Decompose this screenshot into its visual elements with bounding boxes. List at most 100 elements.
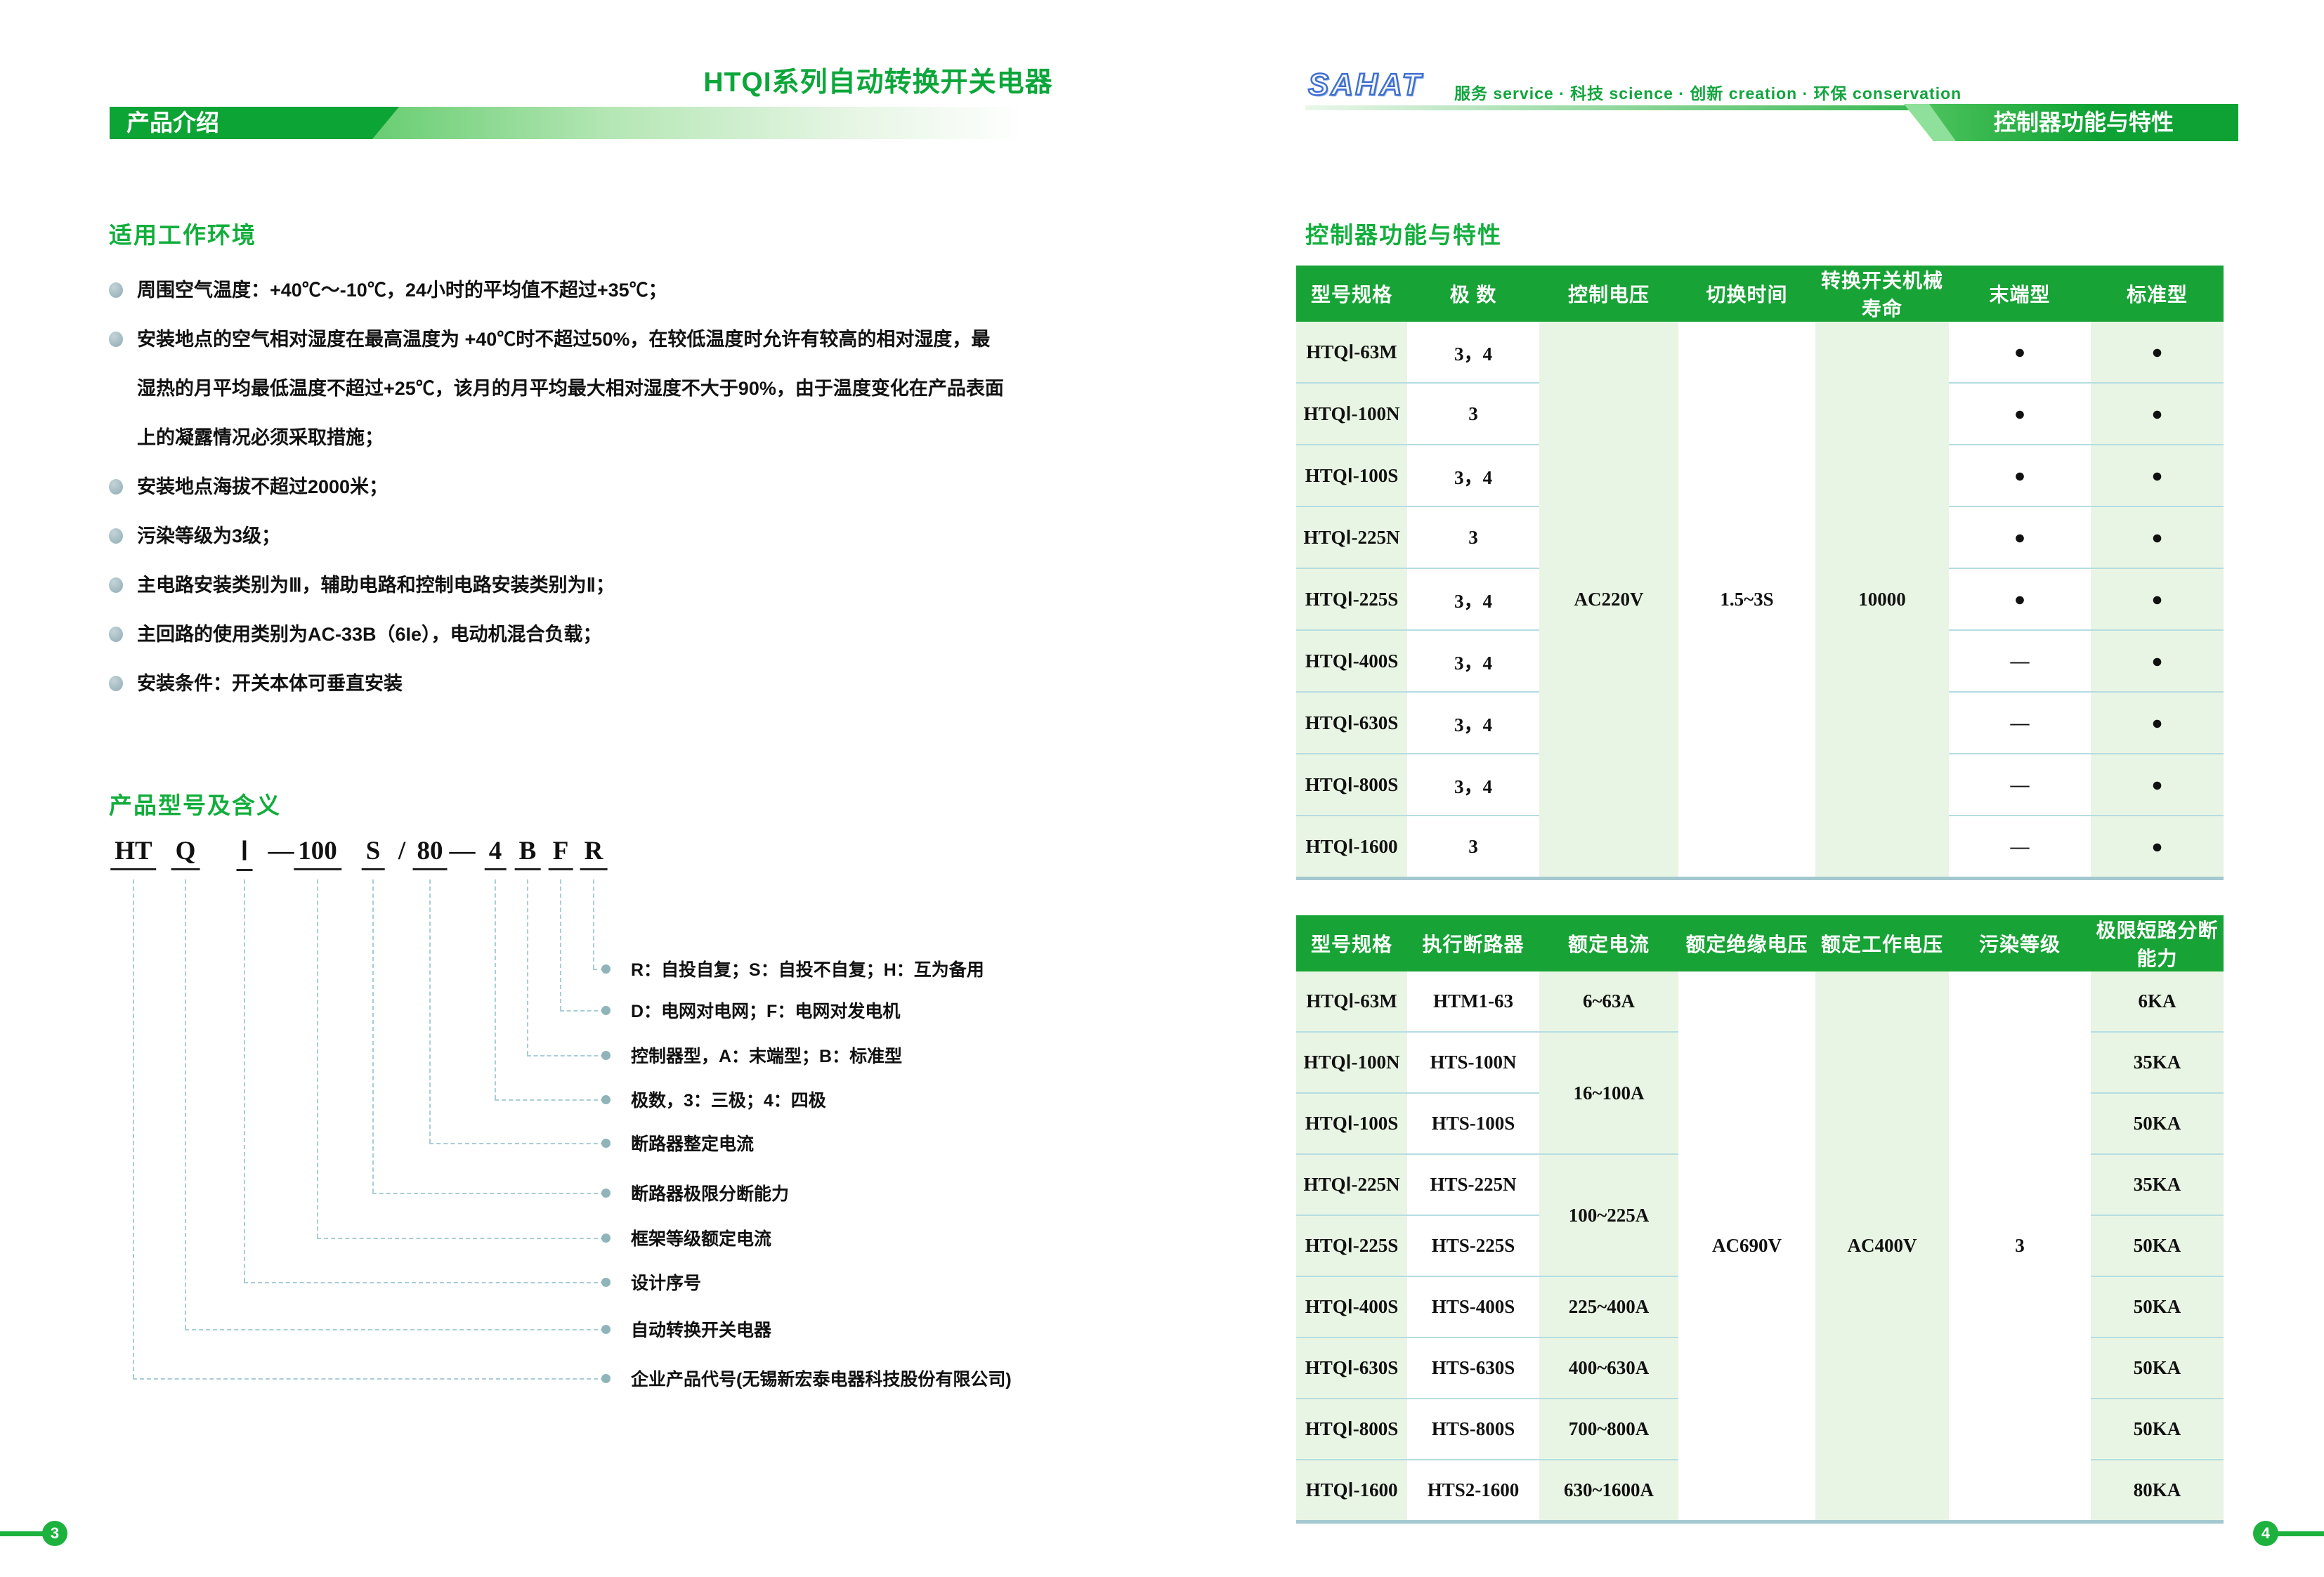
model-part-label: 断路器极限分断能力 (631, 1184, 790, 1204)
header-rule (1305, 105, 1929, 110)
model-cell: HTQⅠ-800S (1296, 1398, 1407, 1460)
table-row: HTQⅠ-225S 3，4 ● ● (1296, 568, 2224, 630)
column-header: 型号规格 (1296, 266, 1407, 322)
footer-line-left (0, 1531, 44, 1536)
table-row: HTQⅠ-630S 3，4 — ● (1296, 691, 2224, 754)
rated-current-cell: 630~1600A (1539, 1459, 1678, 1522)
bullet-text: 主电路安装类别为Ⅲ，辅助电路和控制电路安装类别为Ⅱ； (137, 575, 615, 596)
model-part: HT (110, 836, 157, 870)
poles-cell: 3，4 (1407, 753, 1539, 816)
breaker-cell: HTS-630S (1407, 1337, 1539, 1399)
model-part-label: R：自投自复；S：自投不自复；H：互为备用 (631, 960, 984, 980)
model-code-diagram: HT Q Ⅰ —100 S/80—4 B F R R：自投自复；S：自投不自复；H：互为备用 D：… (110, 836, 1012, 1389)
model-part-label: 企业产品代号(无锡新宏泰电器科技股份有限公司) (631, 1370, 1012, 1389)
breaking-capacity-cell: 80KA (2091, 1459, 2224, 1522)
model-part-label: D：电网对电网；F：电网对发电机 (631, 1002, 901, 1021)
env-bullet: 安装条件：开关本体可垂直安装 (109, 659, 1106, 708)
model-cell: HTQⅠ-225N (1296, 506, 1407, 568)
connector-dot-icon (601, 1234, 611, 1243)
bullet-dot-icon (109, 627, 123, 642)
table-row: HTQⅠ-400S HTS-400S 225~400A 50KA (1296, 1276, 2224, 1337)
poles-cell: 3，4 (1407, 691, 1539, 754)
model-cell: HTQⅠ-225S (1296, 568, 1407, 630)
table-row: HTQⅠ-63M 3，4 AC220V 1.5~3S 10000 ● ● (1296, 322, 2224, 879)
bullet-text: 安装地点的空气相对湿度在最高温度为 +40℃时不超过50%，在较低温度时允许有较… (137, 329, 1004, 448)
connector-vline (527, 879, 528, 1055)
model-cell: HTQⅠ-63M (1296, 322, 1407, 383)
bullet-dot-icon (109, 332, 123, 347)
table-row: HTQⅠ-100N 3 ● ● (1296, 382, 2224, 445)
table-body: HTQⅠ-63M HTM1-63 6~63A AC690V AC400V 3 6KA HTQⅠ… (1296, 971, 2224, 1522)
bullet-text: 安装条件：开关本体可垂直安装 (137, 673, 403, 694)
breaking-capacity-cell: 50KA (2091, 1215, 2224, 1276)
table-row: HTQⅠ-225N 3 ● ● (1296, 506, 2224, 568)
terminal-type-cell: ● (1949, 568, 2091, 630)
breaking-capacity-cell: 50KA (2091, 1398, 2224, 1460)
table-row: HTQⅠ-800S 3，4 — ● (1296, 753, 2224, 816)
breaker-cell: HTS2-1600 (1407, 1459, 1539, 1522)
table-head: 型号规格极 数控制电压 切换时间 转换开关机械寿命 末端型 标准型 (1296, 266, 2224, 322)
env-bullet: 污染等级为3级； (109, 511, 1106, 561)
footer-line-right (2276, 1531, 2324, 1536)
column-header: 转换开关机械寿命 (1815, 266, 1949, 322)
model-cell: HTQⅠ-225N (1296, 1153, 1407, 1215)
standard-type-cell: ● (2091, 629, 2224, 692)
rated-current-cell: 400~630A (1539, 1337, 1678, 1399)
logo-tagline: 服务 service · 科技 science · 创新 creation · … (1454, 84, 1962, 103)
standard-type-cell: ● (2091, 382, 2224, 445)
connector-hline (185, 1329, 605, 1330)
breaking-capacity-cell: 35KA (2091, 1031, 2224, 1093)
terminal-type-cell: ● (1949, 506, 2091, 568)
breaking-capacity-cell: 50KA (2091, 1092, 2224, 1154)
rated-current-cell: 16~100A (1539, 1031, 1678, 1154)
column-header: 标准型 (2091, 266, 2224, 322)
breaking-capacity-cell: 35KA (2091, 1153, 2224, 1215)
model-part-label: 设计序号 (631, 1274, 702, 1293)
poles-cell: 3，4 (1407, 322, 1539, 383)
model-cell: HTQⅠ-1600 (1296, 815, 1407, 879)
connector-dot-icon (601, 1325, 611, 1334)
connector-dot-icon (601, 1278, 611, 1287)
connector-dot-icon (601, 1095, 611, 1104)
table-row: HTQⅠ-225S HTS-225S 50KA (1296, 1215, 2224, 1276)
standard-type-cell: ● (2091, 322, 2224, 383)
column-header: 切换时间 (1678, 266, 1815, 322)
connector-vline (495, 879, 496, 1099)
terminal-type-cell: — (1949, 753, 2091, 816)
table-row: HTQⅠ-100N HTS-100N 16~100A 35KA (1296, 1031, 2224, 1154)
column-header: 极 数 (1407, 266, 1539, 322)
standard-type-cell: ● (2091, 691, 2224, 754)
env-bullet: 主回路的使用类别为AC-33B（6Ie），电动机混合负载； (109, 610, 1106, 659)
env-bullet: 周围空气温度：+40℃～-10℃，24小时的平均值不超过+35℃； (109, 266, 1106, 315)
table-row: HTQⅠ-800S HTS-800S 700~800A 50KA (1296, 1398, 2224, 1460)
rated-current-cell: 225~400A (1539, 1276, 1678, 1337)
model-part: R (580, 836, 608, 870)
bullet-text: 周围空气温度：+40℃～-10℃，24小时的平均值不超过+35℃； (137, 280, 667, 301)
breaker-cell: HTS-225N (1407, 1153, 1539, 1215)
standard-type-cell: ● (2091, 568, 2224, 630)
model-part: Q (171, 836, 200, 870)
terminal-type-cell: ● (1949, 444, 2091, 506)
connector-vline (317, 879, 318, 1238)
connector-hline (527, 1055, 605, 1056)
connector-hline (133, 1378, 605, 1380)
company-logo: SAHAT (1307, 67, 1423, 103)
breaker-cell: HTS-100S (1407, 1092, 1539, 1154)
connector-vline (244, 879, 245, 1282)
model-part: Ⅰ (236, 836, 253, 871)
model-part: F (548, 836, 573, 870)
connector-dot-icon (601, 1374, 611, 1383)
standard-type-cell: ● (2091, 506, 2224, 568)
model-cell: HTQⅠ-630S (1296, 1337, 1407, 1399)
bullet-text: 主回路的使用类别为AC-33B（6Ie），电动机混合负载； (137, 624, 602, 645)
controller-spec-table-wrap: 型号规格极 数控制电压 切换时间 转换开关机械寿命 末端型 标准型 HTQⅠ-63M 3，4… (1296, 266, 2224, 880)
model-cell: HTQⅠ-800S (1296, 753, 1407, 816)
connector-hline (372, 1193, 605, 1194)
env-bullet: 主电路安装类别为Ⅲ，辅助电路和控制电路安装类别为Ⅱ； (109, 561, 1106, 610)
rated-current-cell: 100~225A (1539, 1153, 1678, 1276)
controller-section-heading: 控制器功能与特性 (1305, 222, 1502, 248)
breaking-capacity-cell: 6KA (2091, 971, 2224, 1032)
bullet-dot-icon (109, 528, 123, 544)
controller-spec-table: 型号规格极 数控制电压 切换时间 转换开关机械寿命 末端型 标准型 HTQⅠ-63M 3，4… (1296, 266, 2224, 880)
